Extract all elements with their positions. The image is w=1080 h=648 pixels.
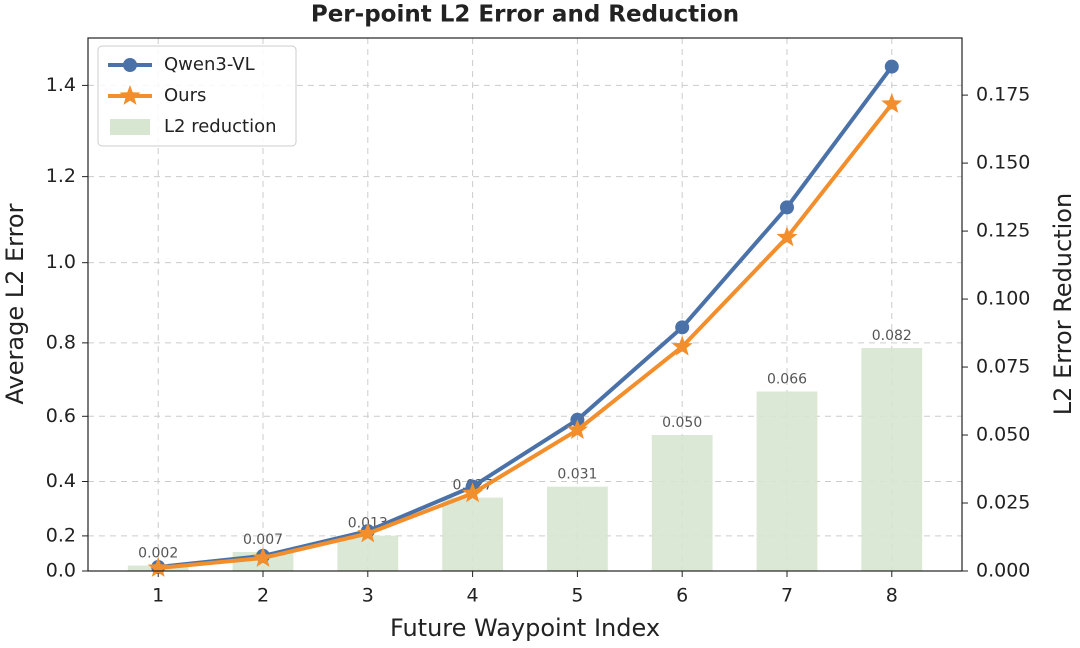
plot-frame xyxy=(87,37,963,572)
bar xyxy=(651,435,713,571)
marker xyxy=(671,335,693,356)
bar-value-label: 0.007 xyxy=(243,532,283,548)
y2-axis-label: L2 Error Reduction xyxy=(1049,193,1077,415)
chart-title: Per-point L2 Error and Reduction xyxy=(311,2,739,28)
bar-value-label: 0.031 xyxy=(557,467,597,483)
x-tick-label: 8 xyxy=(886,585,898,607)
x-tick-label: 6 xyxy=(676,585,688,607)
bar xyxy=(337,535,399,571)
y-tick-label: 0.2 xyxy=(46,524,76,546)
y-tick-label: 0.8 xyxy=(46,331,76,353)
y2-tick-label: 0.100 xyxy=(976,288,1030,310)
marker xyxy=(252,547,274,567)
y-tick-label: 0.0 xyxy=(46,560,76,582)
y-tick-label: 0.4 xyxy=(46,470,76,492)
legend-swatch xyxy=(110,119,150,135)
bar-value-label: 0.066 xyxy=(767,372,807,388)
x-tick-label: 1 xyxy=(152,585,164,607)
bar xyxy=(861,348,923,571)
line xyxy=(158,102,894,571)
bar xyxy=(547,486,608,571)
line xyxy=(158,65,894,569)
marker xyxy=(881,93,903,113)
marker xyxy=(884,59,899,74)
bar-value-label: 0.050 xyxy=(662,415,702,431)
x-tick-label: 2 xyxy=(257,585,269,607)
bar xyxy=(442,497,503,571)
y2-tick-label: 0.175 xyxy=(976,84,1030,106)
y2-tick-label: 0.125 xyxy=(976,220,1030,242)
marker xyxy=(147,557,169,577)
x-axis-label: Future Waypoint Index xyxy=(390,614,660,642)
y-tick-label: 0.6 xyxy=(46,405,76,427)
y-tick-label: 1.4 xyxy=(46,74,76,96)
x-tick-label: 5 xyxy=(571,585,583,607)
y2-tick-label: 0.075 xyxy=(976,356,1030,378)
marker xyxy=(357,522,379,543)
y2-tick-label: 0.050 xyxy=(976,424,1030,446)
x-tick-label: 4 xyxy=(467,585,479,607)
marker xyxy=(675,320,690,335)
x-tick-label: 7 xyxy=(781,585,793,607)
y2-tick-label: 0.150 xyxy=(976,152,1030,174)
bar-value-label: 0.002 xyxy=(138,546,178,562)
marker xyxy=(566,419,588,439)
bar xyxy=(756,391,818,571)
bar-value-label: 0.082 xyxy=(872,328,912,344)
legend-label: Ours xyxy=(164,85,206,106)
y2-tick-label: 0.025 xyxy=(976,492,1030,514)
marker xyxy=(776,226,798,247)
marker xyxy=(462,482,484,503)
marker xyxy=(779,200,794,215)
legend-marker xyxy=(123,58,137,72)
legend-label: L2 reduction xyxy=(164,116,277,137)
y-tick-label: 1.2 xyxy=(46,165,76,187)
y-tick-label: 1.0 xyxy=(46,251,76,273)
x-tick-label: 3 xyxy=(362,585,374,607)
legend-marker xyxy=(119,85,141,105)
y2-tick-label: 0.000 xyxy=(976,560,1030,582)
legend-label: Qwen3-VL xyxy=(164,54,255,75)
y-axis-label: Average L2 Error xyxy=(1,203,29,404)
